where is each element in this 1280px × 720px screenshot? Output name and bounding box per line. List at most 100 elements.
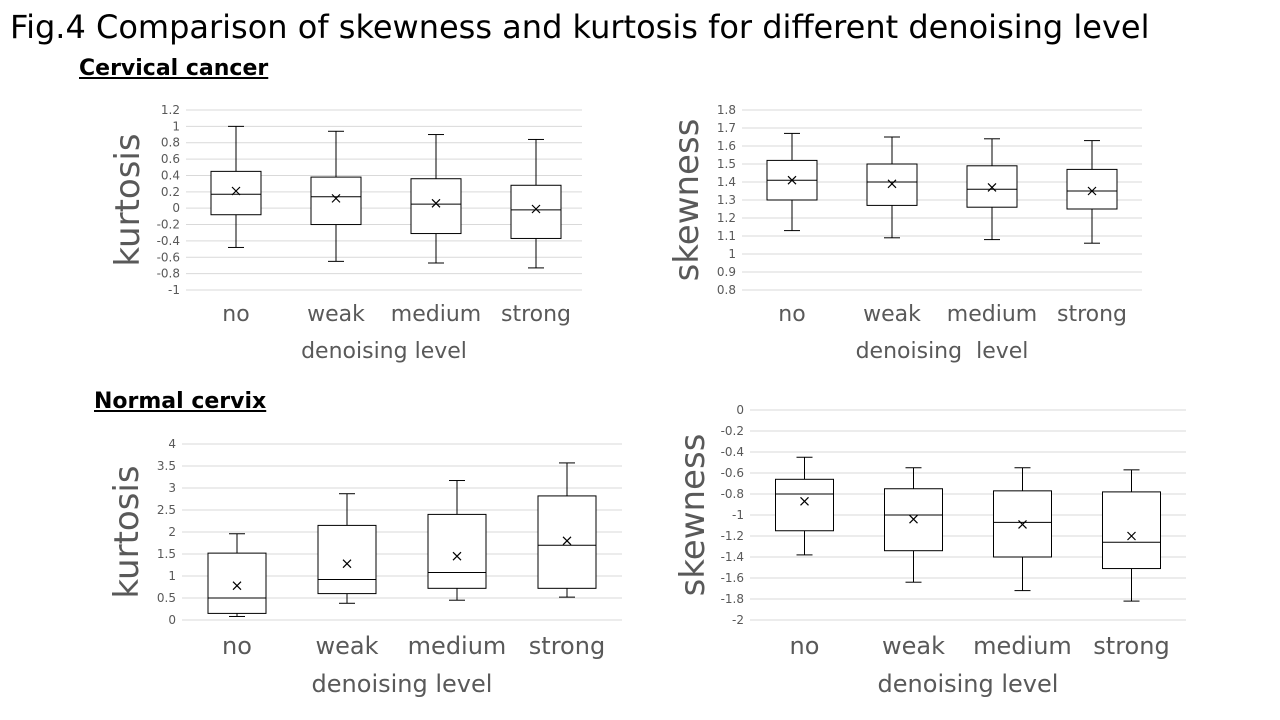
mean-marker: [987, 182, 997, 192]
box-iqr: [966, 165, 1018, 208]
y-tick-label: -1: [732, 508, 744, 522]
mean-marker: [452, 551, 462, 561]
y-axis-title: kurtosis: [108, 133, 148, 266]
y-tick-label: 4: [168, 437, 176, 451]
y-tick-label: 1.1: [717, 229, 736, 243]
section-title-cervical-cancer: Cervical cancer: [79, 56, 269, 81]
y-tick-label: 1.4: [717, 175, 736, 189]
box-iqr: [775, 478, 834, 532]
section-title-normal-cervix: Normal cervix: [94, 389, 267, 414]
box-iqr: [207, 552, 267, 614]
y-axis-title: kurtosis: [107, 465, 147, 598]
y-tick-label: -1.6: [721, 571, 744, 585]
x-category-label: weak: [316, 632, 379, 660]
y-tick-label: -0.6: [721, 466, 744, 480]
y-tick-label: -1.8: [721, 592, 744, 606]
box-iqr: [866, 163, 918, 206]
x-category-label: medium: [973, 632, 1072, 660]
y-tick-label: 0: [168, 613, 176, 627]
mean-marker: [909, 514, 918, 524]
mean-marker: [887, 179, 897, 189]
y-axis-title: skewness: [667, 119, 707, 282]
y-tick-label: -0.6: [157, 250, 180, 264]
y-tick-label: -2: [732, 613, 744, 627]
box-iqr: [510, 184, 562, 239]
y-tick-label: 0.4: [161, 168, 180, 182]
y-tick-label: 2: [168, 525, 176, 539]
x-category-label: no: [222, 302, 249, 327]
x-category-label: medium: [391, 302, 481, 327]
x-category-label: weak: [307, 302, 365, 327]
x-category-label: strong: [1093, 632, 1169, 660]
y-tick-label: 0.6: [161, 152, 180, 166]
y-tick-label: 1.5: [717, 157, 736, 171]
y-tick-label: 0.5: [157, 591, 176, 605]
box-iqr: [317, 524, 377, 595]
mean-marker: [800, 496, 809, 506]
y-tick-label: -0.2: [157, 218, 180, 232]
y-tick-label: -1.2: [721, 529, 744, 543]
box-strong: [537, 462, 597, 598]
y-tick-label: 0: [172, 201, 180, 215]
box-no: [775, 456, 834, 556]
y-tick-label: -0.8: [721, 487, 744, 501]
box-no: [210, 125, 262, 248]
y-tick-label: 0.8: [717, 283, 736, 297]
chart-cancer-kurtosis: -1 -0.8 -0.6 -0.4 -0.2 0 0.2 0.4 0.6 0.8 1 1.2 no wea…: [108, 103, 582, 364]
x-axis-title: denoising level: [878, 670, 1059, 698]
box-iqr: [210, 170, 262, 216]
x-category-label: no: [790, 632, 820, 660]
y-tick-label: 1.2: [161, 103, 180, 117]
y-tick-label: 0.2: [161, 185, 180, 199]
box-strong: [510, 138, 562, 269]
box-no: [766, 132, 818, 232]
x-category-label: medium: [947, 302, 1037, 327]
box-no: [207, 533, 267, 617]
y-tick-label: -0.8: [157, 267, 180, 281]
mean-marker: [562, 536, 572, 546]
box-weak: [317, 493, 377, 604]
box-iqr: [537, 495, 597, 589]
mean-marker: [531, 204, 541, 214]
y-tick-label: 2.5: [157, 503, 176, 517]
y-tick-label: 1.6: [717, 139, 736, 153]
figure-title: Fig.4 Comparison of skewness and kurtosi…: [10, 8, 1150, 46]
chart-normal-skewness: -2 -1.8 -1.6 -1.4 -1.2 -1 -0.8 -0.6 -0.4 -0.2 0 no w…: [673, 403, 1186, 698]
mean-marker: [231, 186, 241, 196]
box-weak: [884, 467, 943, 583]
mean-marker: [431, 198, 441, 208]
y-tick-label: 1: [728, 247, 736, 261]
box-iqr: [1102, 491, 1161, 570]
box-iqr: [1066, 168, 1118, 210]
y-tick-label: -0.4: [721, 445, 744, 459]
chart-normal-kurtosis: 0 0.5 1 1.5 2 2.5 3 3.5 4 no weak medium strong denoi…: [107, 437, 622, 698]
x-category-label: medium: [408, 632, 507, 660]
chart-cancer-skewness: 0.8 0.9 1 1.1 1.2 1.3 1.4 1.5 1.6 1.7 1.8 no weak med…: [667, 103, 1142, 364]
y-axis-title: skewness: [673, 434, 713, 597]
box-medium: [410, 134, 462, 264]
y-tick-label: 0.9: [717, 265, 736, 279]
y-tick-label: -0.2: [721, 424, 744, 438]
y-tick-label: -0.4: [157, 234, 180, 248]
y-tick-label: 3: [168, 481, 176, 495]
y-tick-label: 0.8: [161, 136, 180, 150]
y-tick-label: 3.5: [157, 459, 176, 473]
mean-marker: [342, 559, 352, 569]
x-category-label: strong: [529, 632, 605, 660]
y-tick-label: 0: [736, 403, 744, 417]
x-category-label: weak: [863, 302, 921, 327]
mean-marker: [787, 175, 797, 185]
x-category-label: no: [778, 302, 805, 327]
x-category-label: strong: [501, 302, 571, 327]
mean-marker: [232, 581, 242, 591]
box-iqr: [427, 513, 487, 589]
box-medium: [427, 480, 487, 601]
x-axis-title: denoising level: [856, 339, 1029, 364]
x-category-label: strong: [1057, 302, 1127, 327]
box-iqr: [310, 176, 362, 226]
x-category-label: no: [222, 632, 252, 660]
x-category-label: weak: [882, 632, 945, 660]
box-weak: [866, 136, 918, 239]
